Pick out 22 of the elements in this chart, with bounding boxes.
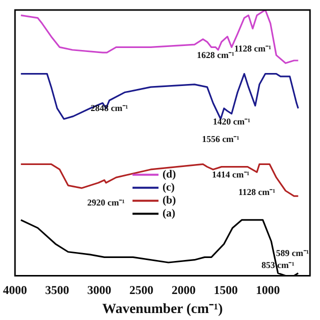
legend-label: (a) — [162, 208, 176, 220]
x-tick-label: 3500 — [45, 283, 70, 298]
x-tick-label: 1000 — [256, 283, 280, 298]
legend-label: (d) — [162, 168, 176, 181]
x-tick-label: 2000 — [172, 283, 196, 298]
legend-label: (b) — [162, 194, 176, 207]
annotation: 1414 cm⁻¹ — [212, 170, 250, 180]
annotation: 853 cm⁻¹ — [261, 260, 295, 270]
annotation: 1628 cm⁻¹ — [196, 50, 235, 60]
x-tick-label: 2500 — [129, 283, 154, 298]
annotation: 2848 cm⁻¹ — [90, 103, 128, 114]
annotation: 589 cm⁻¹ — [276, 248, 310, 258]
annotation: 2920 cm⁻¹ — [87, 198, 126, 208]
annotation: 1556 cm⁻¹ — [202, 134, 240, 144]
x-tick-label: 4000 — [3, 283, 27, 298]
annotation: 1420 cm⁻¹ — [212, 116, 251, 126]
x-tick-label: 3000 — [87, 283, 112, 298]
annotation: 1128 cm⁻¹ — [234, 43, 272, 54]
x-axis-title: Wavenumber (cm⁻¹) — [102, 302, 224, 318]
annotation: 1128 cm⁻¹ — [238, 186, 276, 197]
x-tick-label: 1500 — [214, 283, 238, 298]
legend-label: (c) — [162, 182, 176, 194]
